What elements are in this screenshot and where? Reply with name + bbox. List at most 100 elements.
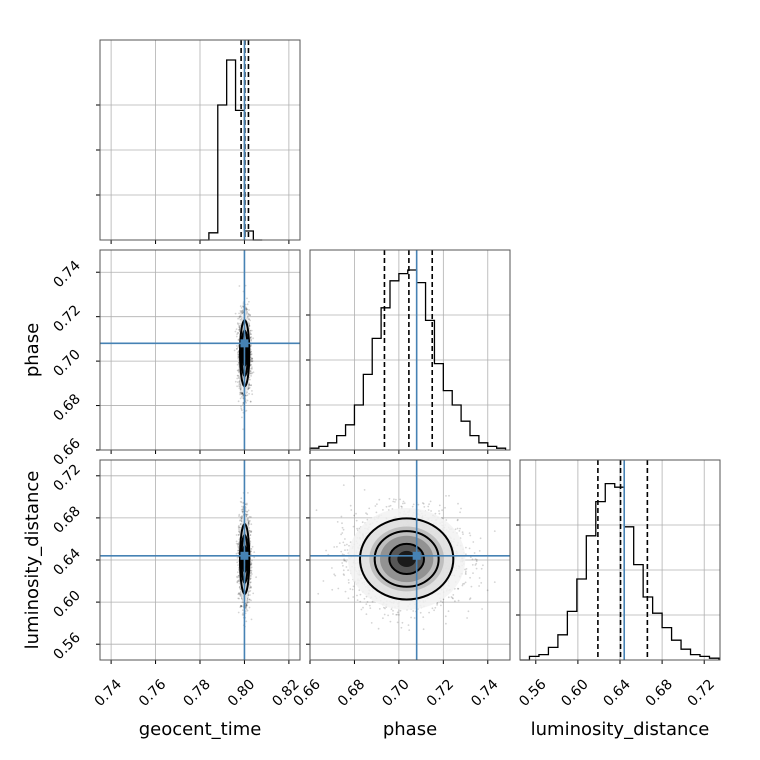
scatter-point xyxy=(236,374,239,377)
scatter-point xyxy=(245,409,248,412)
scatter-point xyxy=(251,390,253,392)
scatter-point xyxy=(245,510,248,513)
scatter-point xyxy=(246,513,249,516)
scatter-point xyxy=(249,581,252,584)
scatter-point xyxy=(237,381,239,384)
scatter-point xyxy=(237,543,240,545)
scatter-point xyxy=(235,542,238,545)
scatter-point xyxy=(248,392,251,395)
scatter-point xyxy=(249,314,252,316)
scatter-point xyxy=(251,358,253,361)
scatter-point xyxy=(236,571,239,574)
histogram-step xyxy=(309,269,507,450)
scatter-point xyxy=(239,310,242,312)
scatter-point xyxy=(249,577,252,580)
scatter-point xyxy=(238,524,240,527)
scatter-point xyxy=(240,605,243,607)
scatter-point xyxy=(250,562,253,565)
scatter-point xyxy=(238,592,240,595)
scatter-point xyxy=(248,601,250,604)
scatter-point xyxy=(248,529,251,532)
scatter-point xyxy=(250,384,252,386)
scatter-point xyxy=(239,315,242,317)
scatter-point xyxy=(237,593,240,596)
scatter-point xyxy=(241,409,243,412)
scatter-point xyxy=(249,314,251,317)
scatter-point xyxy=(252,592,255,595)
scatter-point xyxy=(234,312,237,315)
scatter-point xyxy=(236,347,238,350)
scatter-point xyxy=(249,519,251,522)
scatter-point xyxy=(249,586,252,589)
scatter-point xyxy=(250,345,252,347)
scatter-point xyxy=(250,530,252,533)
scatter-point xyxy=(241,311,244,313)
scatter-point xyxy=(238,380,241,382)
scatter-point xyxy=(249,585,252,588)
scatter-point xyxy=(238,377,241,380)
scatter-point xyxy=(250,523,253,526)
scatter-point xyxy=(251,357,254,360)
scatter-point xyxy=(250,531,253,533)
scatter-point xyxy=(250,353,253,356)
scatter-point xyxy=(237,355,240,358)
scatter-point xyxy=(238,383,241,386)
scatter-point xyxy=(239,391,242,394)
scatter-point xyxy=(251,559,253,562)
scatter-point xyxy=(237,597,240,600)
scatter-point xyxy=(237,369,240,372)
scatter-point xyxy=(237,564,239,566)
scatter-point xyxy=(237,357,240,359)
scatter-point xyxy=(237,611,240,614)
scatter-point xyxy=(238,526,241,529)
scatter-point xyxy=(244,513,247,516)
scatter-point xyxy=(252,337,255,340)
scatter-point xyxy=(248,318,250,321)
scatter-point xyxy=(245,603,248,606)
scatter-point xyxy=(240,391,243,393)
scatter-point xyxy=(238,385,240,387)
scatter-point xyxy=(251,360,254,362)
scatter-point xyxy=(236,575,238,578)
scatter-point xyxy=(248,384,251,386)
scatter-point xyxy=(237,545,239,547)
scatter-point xyxy=(250,563,252,566)
scatter-point xyxy=(248,300,250,303)
scatter-point xyxy=(244,399,247,401)
scatter-point xyxy=(248,606,251,609)
scatter-point xyxy=(237,546,240,549)
scatter-point xyxy=(237,534,240,536)
scatter-point xyxy=(249,400,252,403)
scatter-point xyxy=(245,307,248,310)
scatter-point xyxy=(249,400,252,403)
scatter-point xyxy=(249,534,252,536)
scatter-point xyxy=(250,530,253,533)
scatter-point xyxy=(235,345,238,347)
scatter-point xyxy=(236,348,238,350)
scatter-point xyxy=(241,312,244,315)
scatter-point xyxy=(247,312,250,315)
scatter-point xyxy=(245,308,248,311)
scatter-point xyxy=(237,552,240,554)
scatter-point xyxy=(241,505,243,508)
scatter-point xyxy=(248,383,251,386)
scatter-point xyxy=(250,586,252,589)
scatter-point xyxy=(245,605,247,607)
scatter-point xyxy=(238,382,241,384)
scatter-point xyxy=(250,372,253,375)
scatter-point xyxy=(250,571,253,574)
scatter-point xyxy=(248,515,251,518)
scatter-point xyxy=(249,534,252,536)
scatter-point xyxy=(236,351,239,354)
scatter-point xyxy=(237,542,240,545)
scatter-point xyxy=(245,603,247,606)
scatter-point xyxy=(240,310,243,312)
scatter-point xyxy=(238,380,241,383)
scatter-point xyxy=(236,333,239,336)
scatter-point xyxy=(236,363,239,366)
scatter-point xyxy=(236,556,239,559)
scatter-point xyxy=(250,618,253,621)
scatter-point xyxy=(237,579,239,582)
scatter-point xyxy=(239,392,242,394)
scatter-point xyxy=(238,513,241,516)
